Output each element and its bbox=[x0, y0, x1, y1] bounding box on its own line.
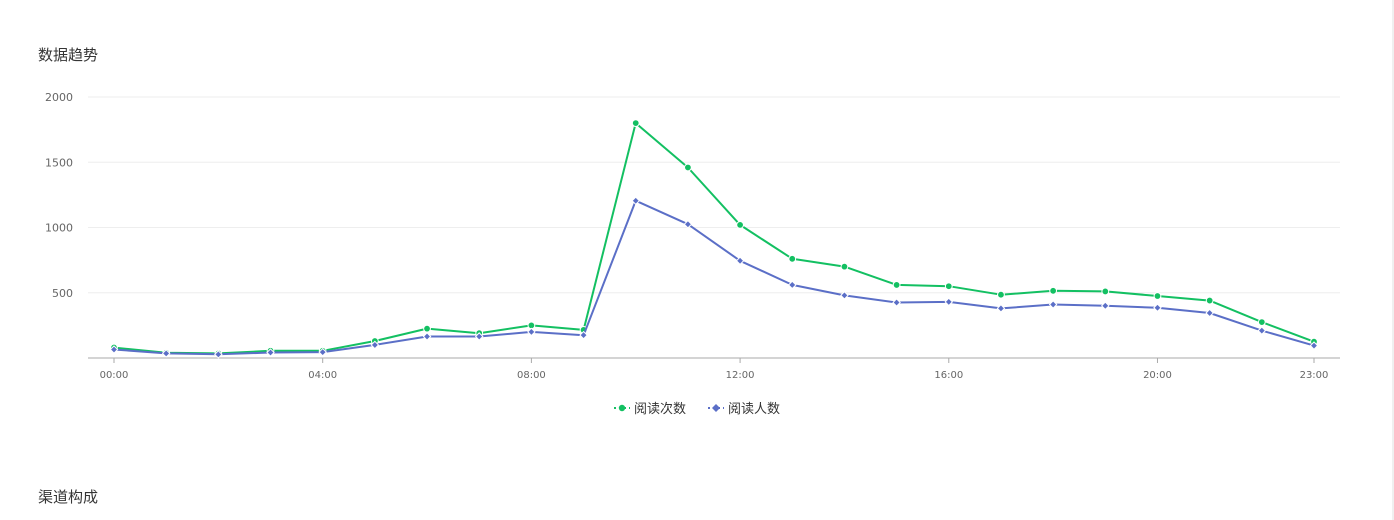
data-point[interactable] bbox=[735, 256, 745, 266]
data-point[interactable] bbox=[1100, 301, 1110, 311]
chart-legend: 阅读次数 阅读人数 bbox=[0, 398, 1394, 417]
data-point[interactable] bbox=[1309, 341, 1319, 350]
data-point[interactable] bbox=[892, 298, 901, 307]
trend-line-chart: 500 1000 1500 2000 00:00 04:00 08:00 12:00 16:0… bbox=[45, 91, 1340, 381]
section-title-trend: 数据趋势 bbox=[38, 46, 99, 64]
y-tick-label: 500 bbox=[52, 287, 73, 300]
data-point[interactable] bbox=[840, 262, 849, 271]
data-point[interactable] bbox=[370, 340, 380, 350]
data-point[interactable] bbox=[1101, 287, 1110, 296]
data-point[interactable] bbox=[1205, 308, 1214, 318]
legend-diamond-icon bbox=[708, 403, 724, 412]
data-point[interactable] bbox=[1257, 326, 1267, 335]
data-point[interactable] bbox=[1153, 303, 1162, 313]
section-title-channel: 渠道构成 bbox=[38, 488, 99, 506]
y-tick-label: 1500 bbox=[45, 156, 73, 169]
data-point[interactable] bbox=[840, 291, 849, 300]
data-point[interactable] bbox=[1205, 296, 1214, 305]
data-point[interactable] bbox=[422, 332, 432, 341]
legend-label: 阅读人数 bbox=[728, 402, 781, 417]
data-point[interactable] bbox=[318, 347, 328, 357]
data-point[interactable] bbox=[787, 280, 797, 290]
x-tick-label: 00:00 bbox=[100, 370, 129, 381]
data-point[interactable] bbox=[527, 327, 536, 337]
x-tick-label: 08:00 bbox=[517, 370, 546, 381]
x-tick-label: 20:00 bbox=[1143, 370, 1172, 381]
x-tick-label: 23:00 bbox=[1300, 370, 1329, 381]
series-1 bbox=[110, 119, 1318, 358]
legend-label: 阅读次数 bbox=[633, 402, 686, 417]
data-point[interactable] bbox=[1257, 318, 1266, 327]
data-point[interactable] bbox=[161, 349, 171, 358]
data-point[interactable] bbox=[683, 219, 693, 229]
data-point[interactable] bbox=[474, 332, 484, 341]
y-axis: 500 1000 1500 2000 bbox=[45, 91, 73, 300]
scrollbar-track[interactable] bbox=[1392, 0, 1394, 520]
y-tick-label: 2000 bbox=[45, 91, 73, 104]
legend-circle-icon bbox=[613, 404, 630, 411]
series-line bbox=[113, 199, 1315, 356]
data-point[interactable] bbox=[1153, 292, 1162, 300]
legend-item-1[interactable]: 阅读次数 bbox=[613, 398, 686, 417]
chart-series bbox=[109, 119, 1319, 359]
x-tick-label: 16:00 bbox=[934, 370, 963, 381]
data-point[interactable] bbox=[214, 350, 223, 359]
data-point[interactable] bbox=[1049, 286, 1058, 295]
series-line bbox=[113, 122, 1315, 355]
data-point[interactable] bbox=[266, 348, 275, 357]
x-tick-label: 04:00 bbox=[308, 370, 337, 381]
data-point[interactable] bbox=[944, 297, 954, 307]
data-point[interactable] bbox=[892, 281, 901, 289]
x-tick-label: 12:00 bbox=[726, 370, 755, 381]
data-point[interactable] bbox=[788, 254, 797, 263]
data-point[interactable] bbox=[997, 290, 1005, 299]
data-point[interactable] bbox=[631, 119, 640, 127]
series-2 bbox=[109, 196, 1319, 359]
data-point[interactable] bbox=[684, 163, 692, 172]
y-tick-label: 1000 bbox=[45, 222, 73, 235]
data-point[interactable] bbox=[579, 330, 588, 340]
data-point[interactable] bbox=[631, 196, 641, 206]
data-point[interactable] bbox=[423, 324, 431, 333]
data-point[interactable] bbox=[996, 304, 1006, 313]
data-point[interactable] bbox=[736, 220, 744, 229]
data-point[interactable] bbox=[109, 345, 119, 354]
data-point[interactable] bbox=[944, 282, 953, 291]
legend-item-2[interactable]: 阅读人数 bbox=[708, 398, 780, 417]
data-point[interactable] bbox=[1048, 300, 1058, 309]
x-axis: 00:00 04:00 08:00 12:00 16:00 20:00 23:00 bbox=[88, 357, 1340, 381]
